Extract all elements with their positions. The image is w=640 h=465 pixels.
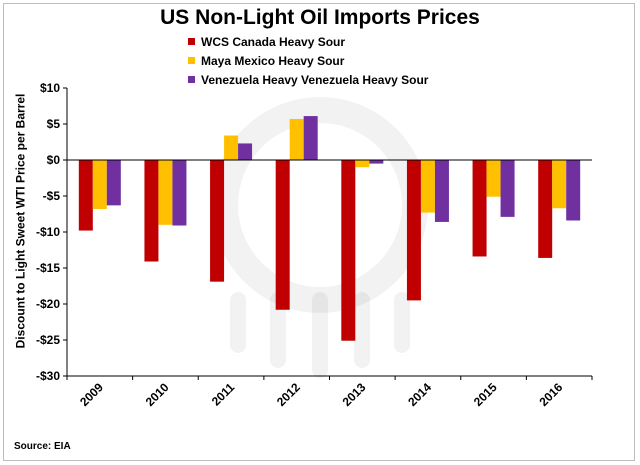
bar-2009-series-0 bbox=[78, 160, 93, 231]
y-tick-label: -$20 bbox=[36, 297, 60, 311]
chart-legend: WCS Canada Heavy Sour Maya Mexico Heavy … bbox=[188, 32, 428, 89]
y-tick-label: $5 bbox=[47, 117, 61, 131]
legend-item-venezuela: Venezuela Heavy Venezuela Heavy Sour bbox=[188, 70, 428, 89]
x-tick-label: 2010 bbox=[143, 380, 172, 409]
bar-2012-series-2 bbox=[303, 116, 318, 160]
bar-2012-series-1 bbox=[289, 118, 304, 160]
legend-item-maya: Maya Mexico Heavy Sour bbox=[188, 51, 428, 70]
bar-2016-series-2 bbox=[566, 160, 581, 221]
bar-2014-series-0 bbox=[406, 160, 421, 301]
legend-label-wcs: WCS Canada Heavy Sour bbox=[201, 34, 346, 49]
bar-2010-series-0 bbox=[144, 160, 159, 262]
chart-title: US Non-Light Oil Imports Prices bbox=[160, 6, 480, 29]
y-tick-label: $10 bbox=[40, 81, 60, 95]
legend-label-maya: Maya Mexico Heavy Sour bbox=[201, 53, 345, 68]
bar-2011-series-2 bbox=[238, 143, 253, 160]
x-tick-label: 2015 bbox=[471, 380, 500, 409]
bar-2009-series-1 bbox=[92, 160, 107, 209]
legend-swatch-venezuela bbox=[188, 76, 195, 83]
x-tick-label: 2013 bbox=[340, 380, 369, 409]
legend-label-venezuela: Venezuela Heavy Venezuela Heavy Sour bbox=[201, 72, 429, 87]
y-tick-label: -$15 bbox=[36, 261, 60, 275]
y-tick-label: -$30 bbox=[36, 369, 60, 383]
bar-2016-series-0 bbox=[538, 160, 553, 258]
source-note: Source: EIA bbox=[14, 441, 71, 452]
legend-item-wcs: WCS Canada Heavy Sour bbox=[188, 32, 428, 51]
bar-2014-series-1 bbox=[420, 160, 435, 213]
legend-swatch-maya bbox=[188, 57, 195, 64]
bar-2010-series-2 bbox=[172, 160, 187, 226]
bar-2011-series-0 bbox=[210, 160, 225, 282]
bar-2013-series-2 bbox=[369, 160, 384, 164]
x-tick-label: 2011 bbox=[209, 380, 238, 409]
bar-2011-series-1 bbox=[224, 135, 239, 160]
bar-2014-series-2 bbox=[434, 160, 449, 222]
y-tick-label: -$5 bbox=[43, 189, 61, 203]
y-tick-label: -$10 bbox=[36, 225, 60, 239]
bar-2010-series-1 bbox=[158, 160, 173, 225]
bar-2013-series-1 bbox=[355, 160, 370, 168]
bar-2016-series-1 bbox=[552, 160, 567, 209]
bar-2015-series-2 bbox=[500, 160, 515, 217]
bar-2013-series-0 bbox=[341, 160, 356, 341]
x-tick-label: 2016 bbox=[537, 380, 566, 409]
x-tick-label: 2009 bbox=[77, 380, 106, 409]
y-tick-label: -$25 bbox=[36, 333, 60, 347]
x-tick-label: 2012 bbox=[274, 380, 303, 409]
bar-2012-series-0 bbox=[275, 160, 290, 310]
y-tick-label: $0 bbox=[47, 153, 61, 167]
bar-2015-series-1 bbox=[486, 160, 501, 197]
chart-frame bbox=[3, 3, 635, 461]
bar-2009-series-2 bbox=[106, 160, 121, 206]
legend-swatch-wcs bbox=[188, 38, 195, 45]
x-tick-label: 2014 bbox=[405, 380, 434, 409]
bar-2015-series-0 bbox=[472, 160, 487, 257]
